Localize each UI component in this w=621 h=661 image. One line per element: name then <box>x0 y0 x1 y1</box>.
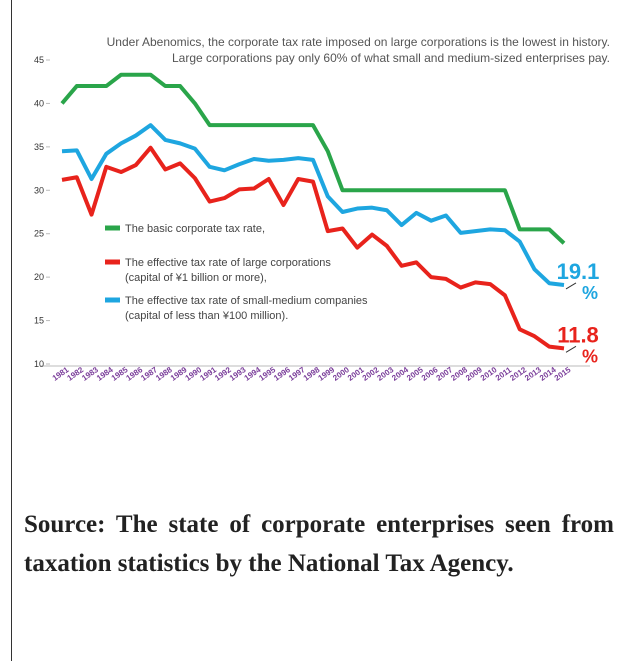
series-line <box>61 123 565 287</box>
legend-line: The basic corporate tax rate, <box>125 223 265 235</box>
legend-line: The effective tax rate of large corporat… <box>125 257 331 269</box>
legend-line: The effective tax rate of small-medium c… <box>125 295 368 307</box>
series-line <box>60 72 566 245</box>
x-tick-label: 2015 <box>553 365 573 383</box>
y-tick-label: 10 <box>34 359 44 369</box>
legend-line: (capital of less than ¥100 million). <box>125 310 288 322</box>
annotation-pointer <box>565 345 577 353</box>
subtitle: Large corporations pay only 60% of what … <box>172 51 610 65</box>
legend-label: The effective tax rate of large corporat… <box>125 257 331 284</box>
y-tick-label: 15 <box>34 316 44 326</box>
annotation-value: 19.1 <box>557 259 600 284</box>
annotation-value: 11.8 <box>557 322 599 347</box>
annotation-unit: % <box>582 283 598 303</box>
annotation-pointer <box>565 282 577 290</box>
y-tick-label: 35 <box>34 142 44 152</box>
y-tick-label: 40 <box>34 98 44 108</box>
subtitle: Under Abenomics, the corporate tax rate … <box>107 35 610 49</box>
y-tick-label: 45 <box>34 55 44 65</box>
y-tick-label: 20 <box>34 272 44 282</box>
y-tick-label: 25 <box>34 229 44 239</box>
legend-line: (capital of ¥1 billion or more), <box>125 272 267 284</box>
legend-label: The effective tax rate of small-medium c… <box>125 295 368 322</box>
legend-label: The basic corporate tax rate, <box>125 223 265 235</box>
annotation-unit: % <box>582 346 598 366</box>
source-note: Source: The state of corporate enterpris… <box>24 511 614 577</box>
chart: Under Abenomics, the corporate tax rate … <box>34 35 610 383</box>
y-tick-label: 30 <box>34 185 44 195</box>
series-line <box>61 145 565 351</box>
left-border <box>11 0 12 661</box>
